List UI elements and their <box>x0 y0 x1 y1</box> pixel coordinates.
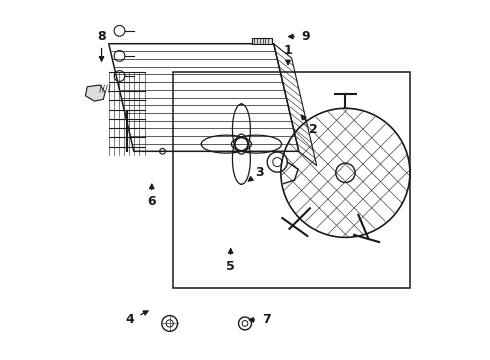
Text: 2: 2 <box>309 123 318 136</box>
Polygon shape <box>85 85 105 101</box>
Circle shape <box>235 138 248 150</box>
Text: 1: 1 <box>284 44 293 57</box>
Text: 3: 3 <box>255 166 264 179</box>
Text: 4: 4 <box>126 313 135 327</box>
Text: 8: 8 <box>97 30 106 43</box>
Text: 6: 6 <box>147 195 156 208</box>
Text: 5: 5 <box>226 260 235 273</box>
Text: 9: 9 <box>302 30 310 43</box>
Text: 7: 7 <box>262 313 271 327</box>
Bar <box>173 72 410 288</box>
Bar <box>252 38 272 44</box>
